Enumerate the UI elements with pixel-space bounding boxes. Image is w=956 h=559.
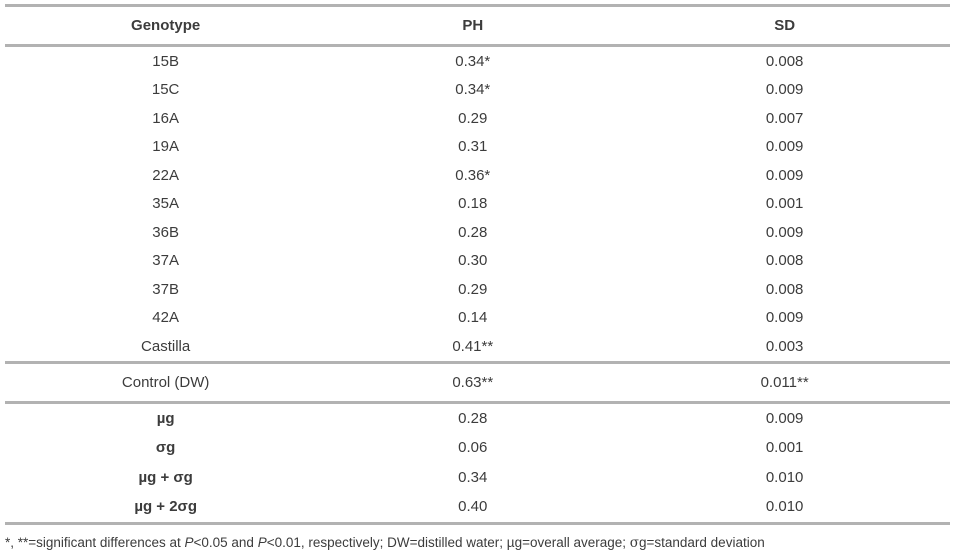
table-cell-genotype: µg [156,409,175,427]
table-cell-sd: 0.003 [765,337,804,355]
table-cell-ph: 0.18 [458,195,488,213]
section-genotypes: 15B 0.34* 0.008 15C 0.34* 0.009 16A 0.29 0.007 19… [5,46,950,363]
table-cell-sd: 0.009 [765,138,804,156]
table-row: 42A 0.14 0.009 [5,304,950,333]
table-cell-sd: 0.008 [765,280,804,298]
table-cell-ph: 0.28 [458,223,488,241]
table-cell-ph: 0.63** [452,373,494,391]
table-cell-sd: 0.007 [765,109,804,127]
table-cell-genotype: Castilla [141,337,191,355]
table-cell-ph: 0.36* [455,166,491,184]
header-row: Genotype PH SD [5,6,950,46]
table-cell-genotype: 37A [152,252,179,270]
table-header: Genotype PH SD [5,5,950,46]
table-cell-sd: 0.009 [765,81,804,99]
table-cell-sd: 0.011** [760,373,809,391]
table-cell-ph: 0.06 [458,439,488,457]
table-row: 37A 0.30 0.008 [5,247,950,276]
table-row: 15B 0.34* 0.008 [5,46,950,76]
table-row: 15C 0.34* 0.009 [5,76,950,105]
table-cell-ph: 0.40 [458,498,488,516]
footnote: *, **=significant differences at P<0.05 … [5,534,950,552]
table-cell-sd: 0.001 [765,439,804,457]
footnote-text: g=standard deviation [639,534,765,550]
footnote-text: P [257,534,267,550]
table-cell-sd: 0.008 [765,252,804,270]
table-cell-ph: 0.31 [458,138,488,156]
table-cell-genotype: µg + 2σg [134,498,197,516]
table-row: 16A 0.29 0.007 [5,104,950,133]
table-cell-sd: 0.010 [765,468,804,486]
footnote-text: P [184,534,194,550]
table-cell-ph: 0.34* [455,81,491,99]
table-cell-ph: 0.29 [458,280,488,298]
table-row: 35A 0.18 0.001 [5,190,950,219]
section-statistics: µg 0.28 0.009 σg 0.06 0.001 µg + σg 0.34 0.010 µg… [5,402,950,523]
table-cell-sd: 0.009 [765,309,804,327]
footnote-text: <0.05 and [193,534,258,550]
table-cell-sd: 0.010 [765,498,804,516]
table-cell-genotype: Control (DW) [121,373,210,391]
table-cell-ph: 0.14 [458,309,488,327]
table-cell-sd: 0.001 [765,195,804,213]
table-cell-ph: 0.28 [458,409,488,427]
table-row: Control (DW) 0.63** 0.011** [5,362,950,402]
table-row: µg 0.28 0.009 [5,402,950,433]
table-cell-sd: 0.009 [765,409,804,427]
table-cell-genotype: µg + σg [138,468,193,486]
table-cell-genotype: 35A [152,195,179,213]
table-row: Castilla 0.41** 0.003 [5,332,950,362]
section-control: Control (DW) 0.63** 0.011** [5,362,950,402]
footnote-text: σ [629,534,639,551]
table-row: 19A 0.31 0.009 [5,133,950,162]
table-cell-genotype: 37B [152,280,179,298]
column-header-ph: PH [462,17,484,34]
table-cell-ph: 0.34* [455,52,491,70]
table-row: 37B 0.29 0.008 [5,275,950,304]
table-row: σg 0.06 0.001 [5,433,950,463]
table-row: 22A 0.36* 0.009 [5,161,950,190]
table-cell-sd: 0.009 [765,223,804,241]
table-cell-sd: 0.009 [765,166,804,184]
table-cell-genotype: 36B [152,223,179,241]
table-cell-genotype: 19A [152,138,179,156]
results-table: Genotype PH SD 15B 0.34* 0.008 15C 0.34* 0.00… [5,4,950,525]
table-cell-ph: 0.29 [458,109,488,127]
column-header-sd: SD [774,17,796,34]
table-cell-genotype: 22A [152,166,179,184]
table-cell-genotype: 16A [152,109,179,127]
table-cell-genotype: 15B [152,52,179,70]
table-cell-ph: 0.34 [458,468,488,486]
footnote-text: <0.01, respectively; DW=distilled water;… [266,534,630,550]
table-row: 36B 0.28 0.009 [5,218,950,247]
footnote-text: *, **=significant differences at [5,534,185,550]
table-cell-sd: 0.008 [765,52,804,70]
column-header-genotype: Genotype [131,17,201,34]
table-cell-genotype: 15C [151,81,180,99]
table-cell-ph: 0.30 [458,252,488,270]
table-row: µg + σg 0.34 0.010 [5,463,950,493]
table-row: µg + 2σg 0.40 0.010 [5,492,950,523]
table-cell-genotype: 42A [152,309,179,327]
table-cell-ph: 0.41** [452,337,494,355]
table-cell-genotype: σg [155,439,176,457]
